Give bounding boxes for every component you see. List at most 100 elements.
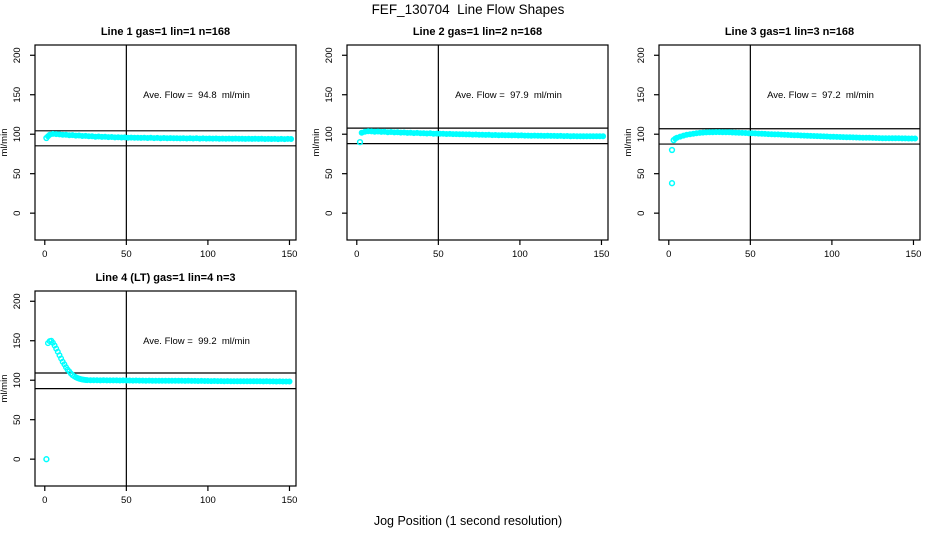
- data-point: [172, 377, 179, 384]
- data-point: [508, 132, 515, 139]
- data-point: [234, 378, 241, 385]
- y-tick-label: 0: [12, 211, 23, 216]
- plot-box: [658, 44, 921, 241]
- data-point: [129, 377, 136, 384]
- data-point: [144, 134, 151, 141]
- data-point: [564, 132, 571, 139]
- data-point: [199, 135, 206, 142]
- data-point: [110, 377, 117, 384]
- data-point: [255, 135, 262, 142]
- x-tick-label: 50: [745, 249, 756, 260]
- data-point: [696, 129, 703, 136]
- data-point: [206, 135, 213, 142]
- outlier-point: [668, 146, 676, 154]
- x-tick-label: 150: [594, 249, 610, 260]
- data-point: [810, 132, 817, 139]
- outlier-point: [668, 180, 676, 187]
- data-point: [853, 134, 860, 141]
- data-point: [152, 377, 159, 384]
- data-point: [804, 132, 811, 139]
- figure-title: FEF_130704 Line Flow Shapes: [371, 2, 565, 17]
- data-point: [273, 378, 280, 385]
- data-point: [209, 135, 216, 142]
- data-point: [833, 133, 840, 140]
- data-point: [230, 378, 237, 385]
- data-point: [213, 135, 220, 142]
- data-point: [53, 131, 60, 138]
- ave-flow-annotation: Ave. Flow = 97.9 ml/min: [455, 90, 562, 101]
- data-point: [690, 130, 697, 137]
- data-point: [713, 129, 720, 136]
- data-point: [141, 134, 148, 141]
- data-point: [709, 129, 716, 136]
- data-point: [886, 135, 893, 142]
- outlier-point: [43, 456, 50, 463]
- data-point: [72, 132, 79, 139]
- plot-box: [34, 44, 297, 241]
- x-tick-label: 0: [354, 249, 359, 260]
- data-point: [222, 135, 229, 142]
- data-point: [397, 129, 404, 136]
- data-point: [716, 129, 723, 136]
- x-tick-label: 100: [512, 249, 528, 260]
- outlier-point: [43, 134, 50, 142]
- data-point: [221, 378, 228, 385]
- data-point: [258, 135, 265, 142]
- data-point: [742, 129, 749, 136]
- data-point: [268, 135, 275, 142]
- data-point: [745, 130, 752, 137]
- data-point: [375, 128, 382, 135]
- data-point: [427, 130, 434, 137]
- data-point: [889, 135, 896, 142]
- data-point: [453, 131, 460, 138]
- data-point: [149, 377, 156, 384]
- data-point: [245, 135, 252, 142]
- data-point: [384, 129, 391, 136]
- data-point: [587, 133, 594, 140]
- data-point: [183, 135, 190, 142]
- data-point: [361, 128, 368, 135]
- data-point: [134, 134, 141, 141]
- subplot-line-4: Line 4 (LT) gas=1 lin=4 n=3 0 50 100 150 0 50 1…: [0, 272, 297, 506]
- data-point: [482, 131, 489, 138]
- data-point: [892, 135, 899, 142]
- data-point: [167, 135, 174, 142]
- data-point: [69, 132, 76, 139]
- ave-flow-annotation: Ave. Flow = 94.8 ml/min: [143, 90, 250, 101]
- data-point: [226, 135, 233, 142]
- data-point: [528, 132, 535, 139]
- data-point: [175, 377, 182, 384]
- data-point: [391, 129, 398, 136]
- data-point: [124, 134, 131, 141]
- data-point: [168, 377, 175, 384]
- data-point: [203, 135, 210, 142]
- data-point: [456, 131, 463, 138]
- data-point: [240, 378, 247, 385]
- data-point: [56, 131, 63, 138]
- data-point: [368, 128, 375, 135]
- data-point: [358, 129, 365, 136]
- data-point: [173, 135, 180, 142]
- x-tick-label: 100: [200, 495, 216, 506]
- x-tick-label: 100: [824, 249, 840, 260]
- data-point: [177, 135, 184, 142]
- y-tick-label: 0: [324, 211, 335, 216]
- data-point: [534, 132, 541, 139]
- data-point: [248, 135, 255, 142]
- y-tick-label: 50: [324, 168, 335, 179]
- data-point: [859, 134, 866, 141]
- data-point: [430, 130, 437, 137]
- data-point: [560, 133, 567, 140]
- data-point: [208, 378, 215, 385]
- data-point: [404, 129, 411, 136]
- data-point: [239, 135, 246, 142]
- data-point: [590, 133, 597, 140]
- data-point: [162, 377, 169, 384]
- subplot-line-3: Line 3 gas=1 lin=3 n=168 0 50 100 150 0 50 100 1…: [624, 26, 921, 260]
- data-point: [85, 133, 92, 140]
- data-point: [115, 134, 122, 141]
- y-axis-unit-label: ml/min: [312, 129, 322, 157]
- data-point: [63, 131, 70, 138]
- data-point: [567, 133, 574, 140]
- data-point: [732, 129, 739, 136]
